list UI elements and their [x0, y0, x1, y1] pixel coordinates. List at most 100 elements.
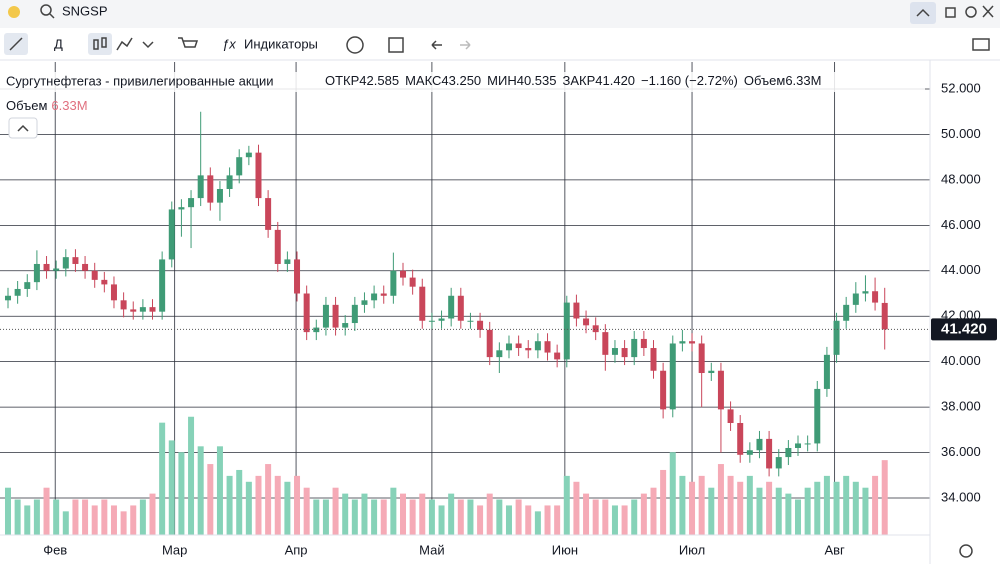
candle-body [631, 338, 638, 358]
volume-bar [14, 499, 21, 535]
window-button[interactable] [945, 7, 956, 18]
volume-bar [207, 464, 214, 535]
volume-bar [766, 481, 773, 535]
volume-bar [534, 511, 541, 535]
volume-bar [342, 493, 349, 535]
candle-body [698, 343, 705, 374]
symbol[interactable]: SNGSP [62, 3, 108, 18]
candle-body [583, 318, 590, 326]
chart-type-dropdown[interactable] [142, 41, 154, 49]
candle-body [660, 370, 667, 410]
volume-bar [53, 499, 60, 535]
volume-bar [130, 505, 137, 535]
add-button[interactable] [346, 36, 364, 54]
volume-bar [611, 505, 618, 535]
volume-bar [361, 493, 368, 535]
interval-button[interactable]: Д [54, 36, 63, 51]
volume-bar [216, 446, 223, 535]
x-tick-label: Фев [43, 542, 67, 557]
candle-body [255, 152, 262, 199]
volume-bar [284, 481, 291, 535]
volume-bar [708, 487, 715, 535]
x-tick-label: Апр [285, 542, 308, 557]
volume-bar [159, 422, 166, 535]
x-tick-label: Авг [824, 542, 845, 557]
volume-bar [24, 505, 31, 535]
volume-bar [438, 505, 445, 535]
candle-body [814, 388, 821, 444]
candle-body [785, 447, 792, 458]
candle-type-button[interactable] [88, 33, 112, 55]
candle-body [852, 293, 859, 305]
low-label: МИН [487, 73, 517, 88]
candle-body [823, 354, 830, 389]
candle-body [486, 329, 493, 358]
candle-body [611, 348, 618, 355]
settings-button[interactable] [965, 6, 977, 18]
volume-bar [814, 481, 821, 535]
volume-bar [660, 469, 667, 535]
y-tick-label: 50.000 [941, 126, 981, 141]
volume-bar [62, 511, 69, 535]
volume-bar [274, 475, 281, 535]
volume-bar [400, 493, 407, 535]
screenshot-button[interactable] [972, 38, 990, 51]
last-price-label: 41.420 [941, 320, 987, 337]
y-tick-label: 38.000 [941, 399, 981, 414]
volume-bar [477, 505, 484, 535]
y-tick-label: 36.000 [941, 444, 981, 459]
x-tick-label: Июн [552, 542, 578, 557]
candle-body [756, 438, 763, 451]
volume-bar [746, 475, 753, 535]
open-value: 42.585 [359, 73, 399, 88]
plot [0, 111, 930, 535]
change-value: −1.160 (−2.72%) [641, 73, 738, 88]
volume-bar [188, 416, 195, 535]
volume-bar [727, 475, 734, 535]
candle-body [727, 409, 734, 423]
volume-bar [785, 493, 792, 535]
volume-bar [698, 475, 705, 535]
collapse-icon [916, 8, 930, 17]
candle-body [679, 341, 686, 344]
volume-bar [737, 481, 744, 535]
candle-body [303, 293, 310, 333]
candle-body [477, 320, 484, 330]
grid [0, 62, 930, 535]
candle-body [428, 320, 435, 322]
undo-button[interactable] [431, 40, 442, 50]
candle-body [274, 229, 281, 264]
collapse-button[interactable] [910, 2, 936, 24]
volume-bar [525, 505, 532, 535]
candle-body [322, 304, 329, 328]
indicators-button[interactable]: Индикаторы [244, 36, 318, 51]
candle-body [737, 422, 744, 455]
candle-body [53, 268, 60, 271]
candle-body [438, 318, 445, 321]
candle-body [457, 295, 464, 321]
x-tick-label: Май [419, 542, 444, 557]
cart-icon[interactable] [178, 37, 199, 48]
axis-settings[interactable] [959, 544, 973, 558]
volume-bar [852, 481, 859, 535]
volume-bar [631, 499, 638, 535]
layout-button[interactable] [388, 37, 404, 53]
volume-bar [168, 440, 175, 535]
candle-body [843, 304, 850, 321]
candle-body [101, 279, 108, 285]
candle-body [708, 370, 715, 374]
pencil-icon [9, 37, 23, 51]
candle-body [496, 350, 503, 358]
candle-body [544, 341, 551, 353]
candle-body [573, 302, 580, 319]
redo-button[interactable] [460, 40, 471, 50]
volume-legend-label: Объем [6, 98, 47, 113]
legend-toggle[interactable] [8, 117, 38, 139]
candle-body [862, 291, 869, 294]
volume-legend: Объем 6.33M [6, 98, 88, 113]
line-type-button[interactable] [116, 37, 133, 51]
search-icon[interactable] [40, 4, 52, 16]
volume-bar [756, 487, 763, 535]
candle-body [149, 307, 156, 312]
volume-bar [419, 493, 426, 535]
